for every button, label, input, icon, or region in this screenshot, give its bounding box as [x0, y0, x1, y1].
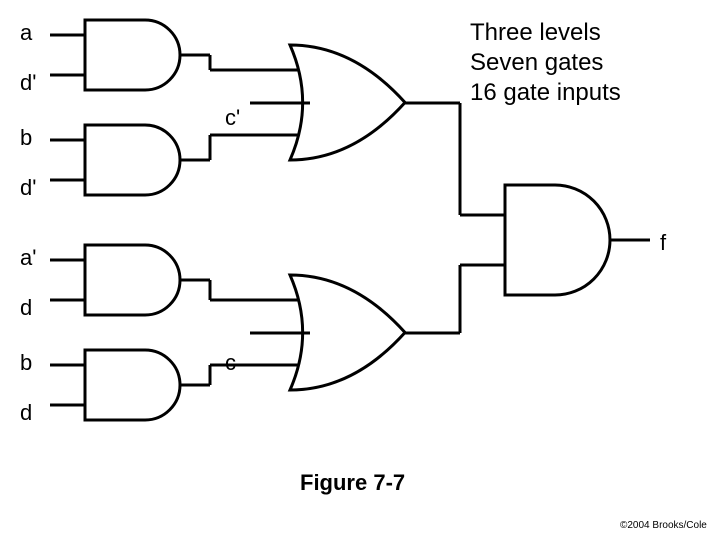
- signal-label-d2: d': [20, 175, 36, 200]
- signal-label-b: b: [20, 125, 32, 150]
- signal-label-c2: c: [225, 350, 236, 375]
- description-line-2: 16 gate inputs: [470, 79, 621, 106]
- signal-label-b2: b: [20, 350, 32, 375]
- copyright-text: ©2004 Brooks/Cole: [620, 520, 707, 531]
- signal-label-d3: d: [20, 295, 32, 320]
- signal-label-c1: c': [225, 105, 240, 130]
- description-line-0: Three levels: [470, 19, 601, 46]
- signal-label-d4: d: [20, 400, 32, 425]
- logic-circuit-diagram: ad'bd'a'dbdc'cfThree levelsSeven gates16…: [0, 0, 720, 540]
- description-line-1: Seven gates: [470, 49, 603, 76]
- signal-label-f: f: [660, 230, 667, 255]
- signal-label-d1: d': [20, 70, 36, 95]
- signal-label-a: a: [20, 20, 33, 45]
- figure-caption: Figure 7-7: [300, 470, 405, 495]
- signal-label-a2: a': [20, 245, 36, 270]
